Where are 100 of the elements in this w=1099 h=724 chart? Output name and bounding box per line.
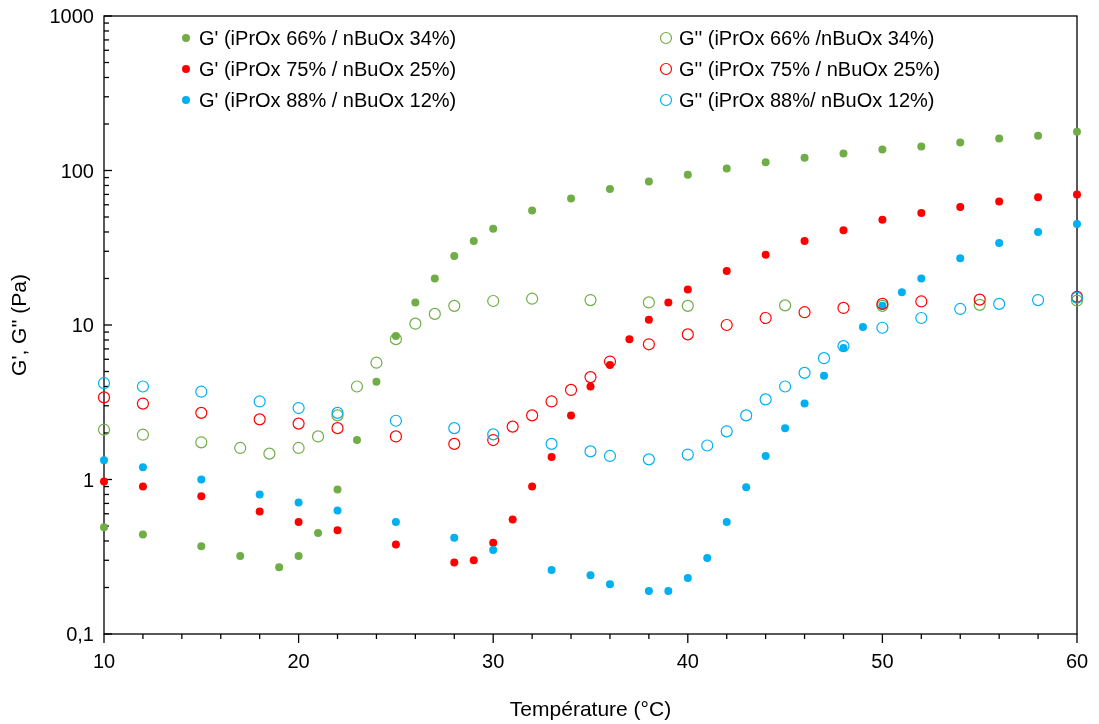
point (820, 371, 829, 380)
point (973, 293, 986, 306)
point (954, 302, 967, 316)
point (740, 409, 753, 422)
point (197, 492, 206, 501)
point (389, 414, 402, 427)
point (292, 417, 305, 430)
point (642, 338, 655, 351)
point (136, 428, 150, 441)
point (973, 298, 986, 311)
point (722, 266, 731, 275)
point (314, 529, 323, 538)
point (255, 490, 264, 499)
point (720, 318, 733, 332)
point (253, 395, 266, 408)
point (956, 203, 965, 212)
point (605, 184, 614, 193)
point (311, 430, 325, 443)
point (545, 437, 558, 450)
point (956, 138, 965, 147)
point (1034, 193, 1043, 202)
point (469, 236, 478, 245)
point (683, 170, 692, 179)
point (1073, 220, 1081, 229)
point (915, 295, 928, 308)
point (798, 366, 811, 379)
point (370, 356, 383, 369)
point (1034, 227, 1043, 236)
point (858, 323, 867, 332)
y-axis-title: G', G'' (Pa) (7, 274, 30, 376)
x-tick-label: 50 (871, 650, 894, 672)
point (350, 380, 364, 393)
point (876, 321, 889, 334)
point (642, 296, 655, 309)
point (681, 448, 694, 461)
point (197, 475, 206, 484)
point (255, 507, 264, 516)
point (915, 311, 928, 325)
point (995, 197, 1004, 206)
point (1034, 131, 1043, 140)
point (720, 425, 733, 438)
point (430, 274, 439, 283)
point (411, 298, 420, 307)
point (779, 380, 792, 393)
point (253, 413, 266, 426)
point (236, 551, 245, 560)
point (409, 317, 422, 330)
x-axis-title: Température (°C) (509, 697, 672, 720)
legend-label: G'' (iPrOx 75% / nBuOx 25%) (679, 58, 941, 80)
point (292, 401, 305, 415)
point (506, 420, 519, 433)
point (138, 463, 147, 472)
point (798, 306, 811, 319)
point (759, 311, 772, 325)
point (448, 437, 461, 450)
y-tick-label: 0,1 (66, 623, 94, 645)
point (664, 586, 673, 595)
point (917, 142, 926, 151)
point (547, 565, 556, 574)
point (352, 436, 361, 445)
legend-label: G' (iPrOx 88% / nBuOx 12%) (199, 89, 457, 111)
point (664, 298, 673, 307)
point (817, 352, 831, 365)
point (391, 540, 400, 549)
point (450, 558, 459, 567)
point (138, 482, 147, 491)
point (489, 545, 498, 554)
point (97, 423, 111, 436)
point (742, 483, 751, 492)
point (839, 226, 848, 235)
point (389, 430, 402, 443)
point (644, 315, 653, 324)
point (450, 533, 459, 542)
point (995, 134, 1004, 143)
point (701, 439, 714, 452)
point (448, 299, 461, 312)
point (234, 441, 247, 455)
point (1031, 293, 1045, 307)
point (567, 194, 576, 203)
point (450, 251, 459, 260)
point (508, 515, 517, 524)
point (584, 371, 597, 384)
point (1073, 190, 1081, 199)
point (333, 526, 342, 535)
point (100, 456, 108, 465)
point (584, 445, 597, 458)
point (294, 551, 303, 560)
point (489, 224, 498, 233)
point (605, 580, 614, 589)
point (469, 556, 478, 565)
legend-label: G' (iPrOx 66% / nBuOx 34%) (199, 27, 457, 49)
point (917, 209, 926, 218)
point (526, 409, 539, 422)
point (333, 506, 342, 515)
point (917, 274, 926, 283)
y-tick-label: 10 (71, 314, 94, 336)
point (897, 288, 906, 297)
point (586, 382, 595, 391)
point (683, 285, 692, 294)
point (528, 482, 537, 491)
